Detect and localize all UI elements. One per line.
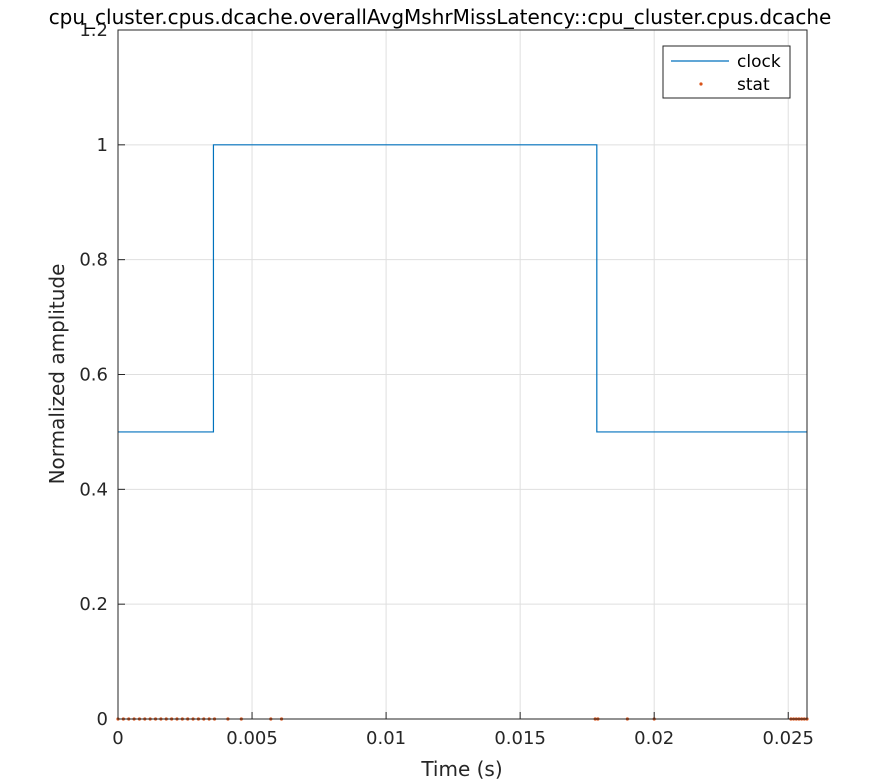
- x-tick-label: 0.005: [226, 728, 278, 749]
- ticks: 0 0.005 0.01 0.015 0.02 0.025 0 0.2 0.4 0.6 0.8 1 1.…: [79, 20, 814, 749]
- legend-stat-label: stat: [737, 75, 770, 95]
- y-tick-label: 0: [97, 709, 108, 730]
- y-tick-label: 0.4: [79, 479, 108, 500]
- chart-title: cpu_cluster.cpus.dcache.overallAvgMshrMi…: [49, 5, 832, 29]
- x-tick-label: 0.025: [762, 728, 814, 749]
- x-axis-label: Time (s): [420, 757, 502, 781]
- y-tick-label: 0.2: [79, 594, 108, 615]
- y-tick-label: 0.6: [79, 365, 108, 386]
- x-tick-label: 0: [112, 728, 123, 749]
- legend-box: [662, 45, 791, 99]
- y-tick-label: 1: [97, 135, 108, 156]
- x-tick-label: 0.01: [366, 728, 406, 749]
- legend-clock-label: clock: [737, 52, 781, 72]
- y-axis-label: Normalized amplitude: [45, 264, 69, 485]
- series-clock-line: [118, 144, 807, 433]
- y-tick-label: 0.8: [79, 250, 108, 271]
- x-tick-label: 0.02: [634, 728, 674, 749]
- y-tick-label: 1.2: [79, 20, 108, 41]
- legend: clock stat: [662, 45, 791, 99]
- x-tick-label: 0.015: [494, 728, 546, 749]
- legend-stat-marker: [699, 82, 703, 86]
